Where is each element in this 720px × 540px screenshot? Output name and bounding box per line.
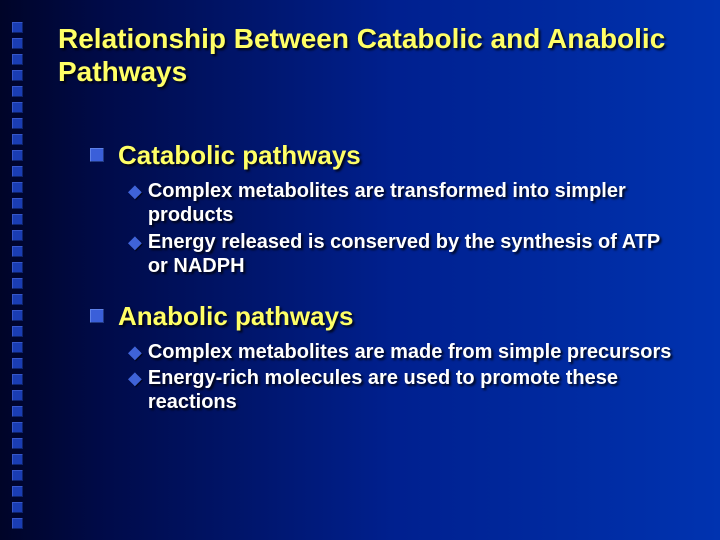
rail-square-icon — [12, 214, 23, 225]
section-anabolic: Anabolic pathways ◆ Complex metabolites … — [90, 301, 680, 415]
slide: Relationship Between Catabolic and Anabo… — [0, 0, 720, 540]
list-item: ◆ Energy released is conserved by the sy… — [128, 230, 680, 279]
list-item-text: Energy released is conserved by the synt… — [148, 230, 680, 279]
list-item-text: Complex metabolites are made from simple… — [148, 340, 672, 364]
list-item-text: Complex metabolites are transformed into… — [148, 179, 680, 228]
rail-square-icon — [12, 86, 23, 97]
section-heading: Anabolic pathways — [90, 301, 680, 332]
sub-list: ◆ Complex metabolites are made from simp… — [128, 340, 680, 415]
slide-body: Catabolic pathways ◆ Complex metabolites… — [90, 140, 680, 437]
square-bullet-icon — [90, 148, 104, 162]
diamond-bullet-icon: ◆ — [128, 232, 142, 254]
rail-square-icon — [12, 422, 23, 433]
rail-square-icon — [12, 150, 23, 161]
diamond-bullet-icon: ◆ — [128, 342, 142, 364]
left-decoration-rail — [12, 22, 24, 529]
rail-square-icon — [12, 166, 23, 177]
rail-square-icon — [12, 54, 23, 65]
rail-square-icon — [12, 518, 23, 529]
rail-square-icon — [12, 294, 23, 305]
rail-square-icon — [12, 246, 23, 257]
rail-square-icon — [12, 118, 23, 129]
rail-square-icon — [12, 262, 23, 273]
rail-square-icon — [12, 486, 23, 497]
rail-square-icon — [12, 438, 23, 449]
rail-square-icon — [12, 278, 23, 289]
rail-square-icon — [12, 230, 23, 241]
section-heading: Catabolic pathways — [90, 140, 680, 171]
sub-list: ◆ Complex metabolites are transformed in… — [128, 179, 680, 279]
rail-square-icon — [12, 358, 23, 369]
diamond-bullet-icon: ◆ — [128, 181, 142, 203]
rail-square-icon — [12, 182, 23, 193]
rail-square-icon — [12, 502, 23, 513]
rail-square-icon — [12, 134, 23, 145]
rail-square-icon — [12, 102, 23, 113]
section-heading-text: Anabolic pathways — [118, 301, 354, 332]
rail-square-icon — [12, 22, 23, 33]
rail-square-icon — [12, 342, 23, 353]
rail-square-icon — [12, 310, 23, 321]
list-item: ◆ Energy-rich molecules are used to prom… — [128, 366, 680, 415]
slide-title: Relationship Between Catabolic and Anabo… — [58, 22, 668, 88]
section-catabolic: Catabolic pathways ◆ Complex metabolites… — [90, 140, 680, 279]
square-bullet-icon — [90, 309, 104, 323]
list-item: ◆ Complex metabolites are made from simp… — [128, 340, 680, 364]
rail-square-icon — [12, 406, 23, 417]
rail-square-icon — [12, 70, 23, 81]
list-item: ◆ Complex metabolites are transformed in… — [128, 179, 680, 228]
rail-square-icon — [12, 454, 23, 465]
list-item-text: Energy-rich molecules are used to promot… — [148, 366, 680, 415]
rail-square-icon — [12, 390, 23, 401]
rail-square-icon — [12, 374, 23, 385]
rail-square-icon — [12, 326, 23, 337]
rail-square-icon — [12, 38, 23, 49]
section-heading-text: Catabolic pathways — [118, 140, 361, 171]
diamond-bullet-icon: ◆ — [128, 368, 142, 390]
rail-square-icon — [12, 198, 23, 209]
rail-square-icon — [12, 470, 23, 481]
